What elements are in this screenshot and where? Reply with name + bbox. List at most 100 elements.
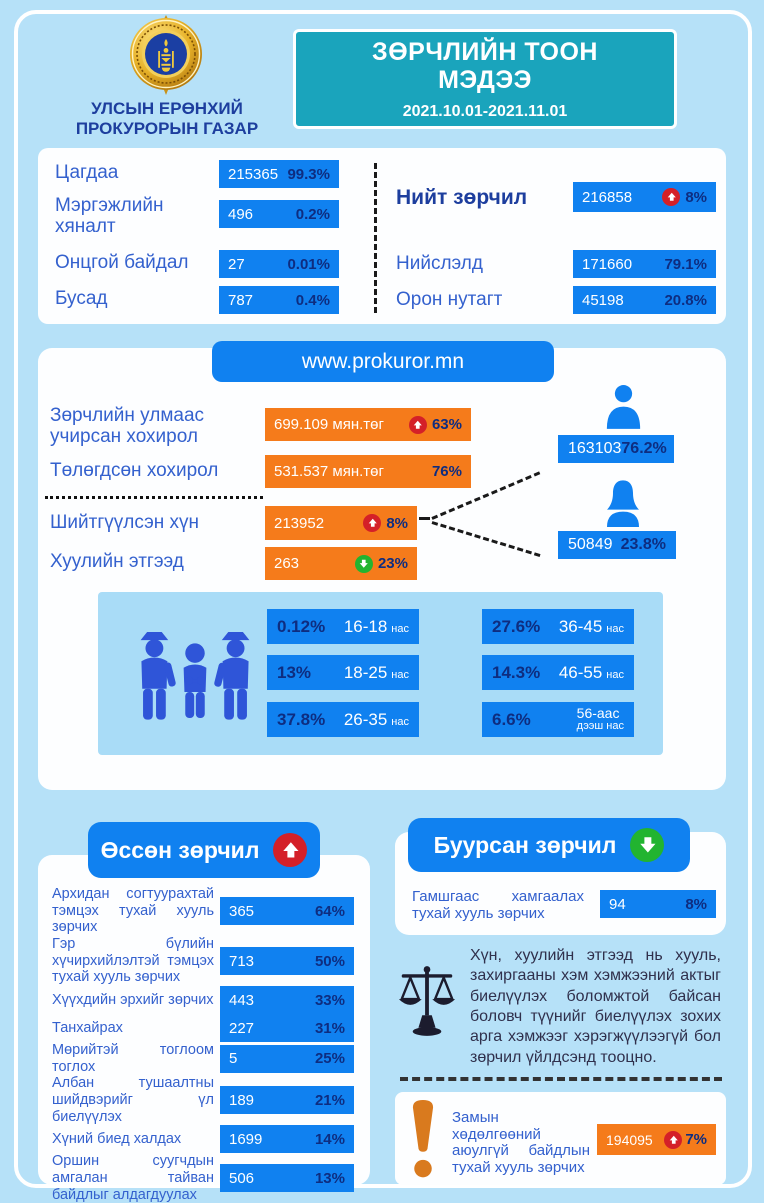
violation-value: 189	[229, 1091, 255, 1109]
rural-percent: 20.8%	[664, 291, 707, 309]
disaster-stat-box: 94 8%	[600, 890, 716, 918]
violation-label: Хүүхдийн эрхийг зөрчих	[52, 991, 214, 1008]
emergency-stat-box: 27 0.01%	[219, 250, 339, 278]
total-violations-percent: 8%	[685, 188, 707, 206]
arrest-icon	[126, 614, 264, 736]
legal-entity-stat-box: 263 23%	[265, 547, 417, 580]
age-suffix: нас	[391, 715, 409, 728]
punished-percent: 8%	[386, 514, 408, 532]
report-title-line2: МЭДЭЭ	[438, 65, 532, 94]
legal-entity-label: Хуулийн этгээд	[50, 551, 184, 572]
age-range: 46-55	[558, 662, 603, 682]
age-percent: 6.6%	[492, 709, 531, 729]
summary-divider	[374, 163, 377, 313]
list-item: Мөрийтэй тоглоом тоглох 5 25%	[52, 1042, 354, 1075]
capital-stat-box: 171660 79.1%	[573, 250, 716, 278]
list-item: Танхайрах 227 31%	[52, 1014, 354, 1043]
violation-percent: 13%	[314, 1169, 345, 1187]
traffic-label: Замын хөдөлгөөний аюулгүй байдлын тухай …	[452, 1109, 590, 1176]
female-value: 50849	[568, 536, 613, 553]
violation-stat-box: 713 50%	[220, 947, 354, 976]
police-label: Цагдаа	[55, 162, 119, 183]
damage-paid-percent: 76%	[431, 463, 462, 480]
violation-percent: 33%	[314, 991, 345, 1009]
other-label: Бусад	[55, 288, 108, 309]
violation-label: Архидан согтуурахтай тэмцэх тухай хууль …	[52, 886, 214, 936]
organization-name: УЛСЫН ЕРӨНХИЙ ПРОКУРОРЫН ГАЗАР	[58, 99, 276, 139]
rural-stat-box: 45198 20.8%	[573, 286, 716, 314]
age-percent: 13%	[277, 662, 312, 682]
male-icon	[605, 383, 642, 429]
rural-value: 45198	[582, 291, 624, 309]
damage-paid-value: 531.537 мян.төг	[274, 463, 384, 480]
professional-inspection-value: 496	[228, 205, 254, 223]
violation-label: Оршин суугчдын амгалан тайван байдлыг ал…	[52, 1153, 214, 1203]
police-percent: 99.3%	[287, 165, 330, 183]
violation-stat-box: 506 13%	[220, 1164, 354, 1193]
age-group-box: 13% 18-25 нас	[267, 655, 419, 690]
violation-value: 713	[229, 952, 255, 970]
warning-exclamation-icon	[408, 1100, 438, 1178]
punished-stat-box: 213952 8%	[265, 506, 417, 540]
up-arrow-icon	[662, 188, 681, 206]
justice-scales-icon	[396, 962, 458, 1040]
age-group-box: 6.6% 56-аас дээш нас	[482, 702, 634, 737]
violation-value: 1699	[229, 1130, 263, 1148]
violation-value: 506	[229, 1169, 255, 1187]
damage-caused-stat-box: 699.109 мян.төг 63%	[265, 408, 471, 441]
disaster-value: 94	[609, 895, 626, 913]
punished-value: 213952	[274, 514, 325, 532]
damage-caused-label: Зөрчлийн улмаас учирсан хохирол	[50, 405, 205, 447]
violation-label: Мөрийтэй тоглоом тоглох	[52, 1042, 214, 1075]
capital-label: Нийслэлд	[396, 253, 483, 274]
legal-note-text: Хүн, хуулийн этгээд нь хууль, захиргааны…	[470, 947, 721, 1066]
violation-percent: 21%	[314, 1091, 345, 1109]
damage-caused-percent: 63%	[431, 416, 462, 433]
rural-label: Орон нутагт	[396, 289, 503, 310]
report-title-box: ЗӨРЧЛИЙН ТООН МЭДЭЭ 2021.10.01-2021.11.0…	[293, 29, 677, 129]
total-violations-stat-box: 216858 8%	[573, 182, 716, 212]
traffic-value: 194095	[606, 1131, 653, 1148]
age-group-box: 27.6% 36-45 нас	[482, 609, 634, 644]
organization-name-line1: УЛСЫН ЕРӨНХИЙ	[91, 99, 243, 118]
age-range: 26-35	[343, 709, 388, 729]
punished-label: Шийтгүүлсэн хүн	[50, 512, 200, 533]
violation-percent: 31%	[314, 1019, 345, 1037]
age-percent: 0.12%	[277, 616, 326, 636]
increased-violations-list: Архидан согтуурахтай тэмцэх тухай хууль …	[52, 886, 354, 1203]
violation-stat-box: 227 31%	[220, 1014, 354, 1043]
age-suffix: нас	[606, 668, 624, 681]
down-arrow-icon	[630, 828, 665, 862]
professional-inspection-stat-box: 496 0.2%	[219, 200, 339, 228]
right-column-divider	[400, 1077, 722, 1081]
list-item: Хүний биед халдах 1699 14%	[52, 1125, 354, 1154]
capital-value: 171660	[582, 255, 633, 273]
other-stat-box: 787 0.4%	[219, 286, 339, 314]
increased-violations-tab: Өссөн зөрчил	[88, 822, 320, 878]
professional-inspection-label: Мэргэжлийн хяналт	[55, 195, 164, 237]
emergency-value: 27	[228, 255, 245, 273]
female-stat-box: 50849 23.8%	[558, 531, 676, 559]
other-value: 787	[228, 291, 254, 309]
violation-label: Гэр бүлийн хүчирхийлэлтэй тэмцэх тухай х…	[52, 936, 214, 986]
emergency-label: Онцгой байдал	[55, 252, 189, 273]
disaster-percent: 8%	[685, 895, 707, 913]
list-item: Оршин суугчдын амгалан тайван байдлыг ал…	[52, 1153, 354, 1203]
violation-label: Албан тушаалтны шийдвэрийг үл биелүүлэх	[52, 1075, 214, 1125]
male-percent: 76.2%	[621, 440, 667, 457]
female-icon	[603, 479, 643, 527]
up-arrow-icon	[363, 514, 382, 532]
violation-label: Танхайрах	[52, 1019, 123, 1036]
violation-percent: 64%	[314, 902, 345, 920]
damage-paid-stat-box: 531.537 мян.төг 76%	[265, 455, 471, 488]
legal-entity-percent: 23%	[377, 555, 408, 572]
age-suffix: нас	[606, 622, 624, 635]
age-percent: 14.3%	[492, 662, 541, 682]
traffic-stat-box: 194095 7%	[597, 1124, 716, 1155]
fork-line-stub	[419, 517, 430, 520]
list-item: Архидан согтуурахтай тэмцэх тухай хууль …	[52, 886, 354, 936]
age-suffix: дээш нас	[576, 720, 624, 733]
capital-percent: 79.1%	[664, 255, 707, 273]
police-stat-box: 215365 99.3%	[219, 160, 339, 188]
violation-value: 365	[229, 902, 255, 920]
